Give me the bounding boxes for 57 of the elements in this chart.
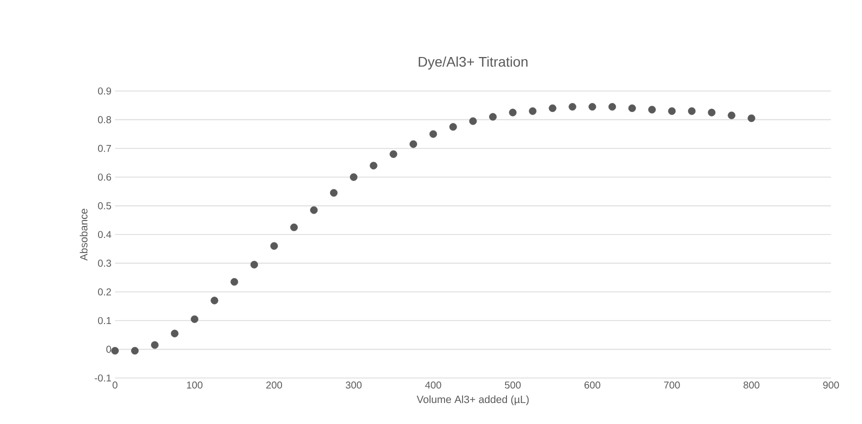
point: [230, 278, 238, 286]
point: [370, 162, 378, 170]
y-tick-label: 0.1: [98, 317, 112, 324]
point: [688, 107, 696, 115]
point: [190, 315, 198, 323]
point: [310, 206, 318, 214]
point: [410, 140, 418, 148]
y-tick-label: 0.7: [98, 144, 111, 152]
x-tick-label: 200: [266, 382, 282, 389]
point: [290, 224, 298, 232]
x-tick-label: 600: [584, 382, 600, 389]
y-tick-label: 0.3: [98, 260, 112, 267]
point: [330, 189, 338, 197]
point: [608, 102, 616, 111]
x-tick-label: 800: [744, 382, 760, 389]
y-tick-label: 0: [106, 346, 112, 353]
y-tick-label: 0.9: [98, 87, 112, 95]
point: [728, 112, 736, 120]
point: [489, 113, 497, 121]
x-tick-label: 700: [664, 382, 680, 389]
x-tick-label: 900: [823, 382, 839, 389]
x-tick-label: 500: [504, 382, 521, 389]
y-tick-label: 0.4: [98, 230, 112, 238]
point: [748, 114, 756, 122]
x-tick-label: 300: [346, 382, 362, 389]
point: [131, 346, 139, 355]
point: [270, 242, 278, 250]
y-tick-label: 0.8: [98, 116, 112, 124]
y-axis-title: Absobance: [80, 208, 88, 261]
point: [210, 296, 218, 304]
point: [111, 346, 119, 355]
point: [508, 108, 517, 116]
y-tick-label: -0.1: [94, 374, 112, 382]
point: [449, 123, 457, 131]
x-tick-label: 0: [112, 382, 118, 389]
point: [250, 260, 258, 268]
point: [708, 108, 716, 116]
chart-title: Dye/Al3+ Titration: [418, 56, 528, 70]
y-tick-label: 0.5: [98, 202, 112, 210]
point: [390, 150, 398, 158]
point: [528, 107, 536, 115]
point: [648, 106, 656, 114]
point: [429, 130, 438, 138]
point: [548, 104, 556, 112]
y-tick-label: 0.2: [98, 288, 111, 296]
point: [628, 104, 636, 112]
point: [668, 107, 676, 115]
x-tick-label: 400: [425, 382, 442, 389]
point: [150, 341, 159, 349]
point: [170, 330, 178, 338]
point: [588, 102, 596, 111]
y-tick-label: 0.6: [98, 174, 112, 181]
point: [469, 117, 477, 125]
x-axis-title: Volume Al3+ added (µL): [416, 395, 529, 406]
point: [350, 173, 358, 181]
x-tick-label: 100: [187, 382, 202, 389]
point: [568, 102, 576, 111]
